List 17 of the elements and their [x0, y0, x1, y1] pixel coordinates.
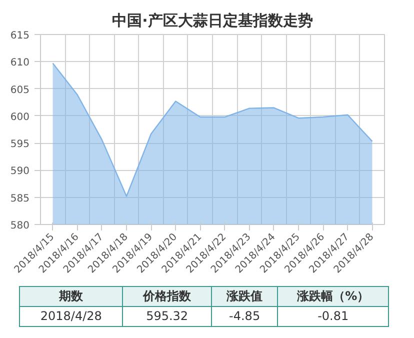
text: 涨跌幅（%） — [278, 286, 388, 306]
y-tick-label: 590 — [10, 166, 30, 178]
y-tick-label: 615 — [10, 30, 30, 42]
text: 价格指数 — [122, 286, 212, 306]
y-tick-label: 595 — [10, 139, 30, 150]
text: 2018/4/28 — [20, 306, 123, 326]
y-tick-label: 585 — [10, 193, 30, 204]
y-tick-label: 605 — [10, 84, 30, 96]
y-tick-label: 600 — [10, 112, 30, 123]
chart-title: 中国·产区大蒜日定基指数走势 — [112, 12, 313, 30]
text: 期数 — [20, 286, 123, 306]
text: 涨跌值 — [211, 286, 278, 306]
text: -4.85 — [211, 306, 278, 326]
text: 595.32 — [122, 306, 212, 326]
text: -0.81 — [278, 306, 388, 326]
y-tick-label: 610 — [10, 58, 30, 69]
y-tick-label: 580 — [10, 220, 30, 232]
